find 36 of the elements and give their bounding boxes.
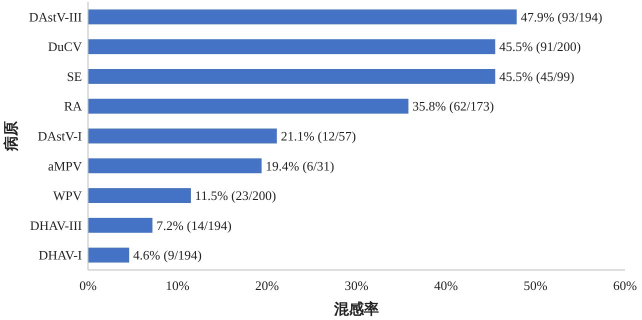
y-tick-label: WPV: [53, 188, 83, 204]
bar: [88, 69, 496, 84]
y-tick-label: RA: [64, 98, 83, 114]
data-label: 35.8% (62/173): [412, 98, 494, 114]
data-label: 21.1% (12/57): [280, 128, 356, 144]
y-tick-label: DHAV-I: [38, 248, 82, 263]
bar: [88, 98, 408, 114]
y-tick-label: DAstV-I: [38, 128, 82, 144]
bar: [88, 39, 496, 54]
data-label: 11.5% (23/200): [194, 188, 276, 204]
bar: [88, 128, 277, 144]
x-tick-label: 20%: [255, 278, 280, 293]
y-tick-label: SE: [66, 68, 82, 84]
x-tick-label: 50%: [524, 278, 548, 293]
y-tick-label: DAstV-III: [29, 9, 82, 24]
y-tick-label: aMPV: [48, 158, 83, 174]
bar: [88, 9, 517, 24]
x-tick-label: 40%: [434, 278, 458, 293]
bar: [88, 158, 262, 174]
x-axis-title: 混感率: [333, 300, 379, 318]
bar: [88, 188, 191, 203]
data-label: 47.9% (93/194): [520, 9, 602, 24]
data-label: 45.5% (45/99): [499, 68, 574, 84]
y-tick-label: DHAV-III: [30, 218, 82, 233]
bar: [88, 218, 152, 233]
data-label: 7.2% (14/194): [156, 218, 232, 233]
y-axis-title: 病原: [3, 121, 20, 152]
x-tick-label: 0%: [79, 278, 97, 293]
x-tick-label: 10%: [166, 278, 190, 293]
x-tick-label: 60%: [613, 278, 638, 293]
x-tick-label: 30%: [344, 278, 369, 293]
data-label: 4.6% (9/194): [133, 248, 202, 263]
bar: [88, 248, 130, 263]
y-tick-label: DuCV: [48, 39, 83, 54]
data-label: 19.4% (6/31): [266, 158, 334, 174]
data-label: 45.5% (91/200): [499, 39, 581, 54]
